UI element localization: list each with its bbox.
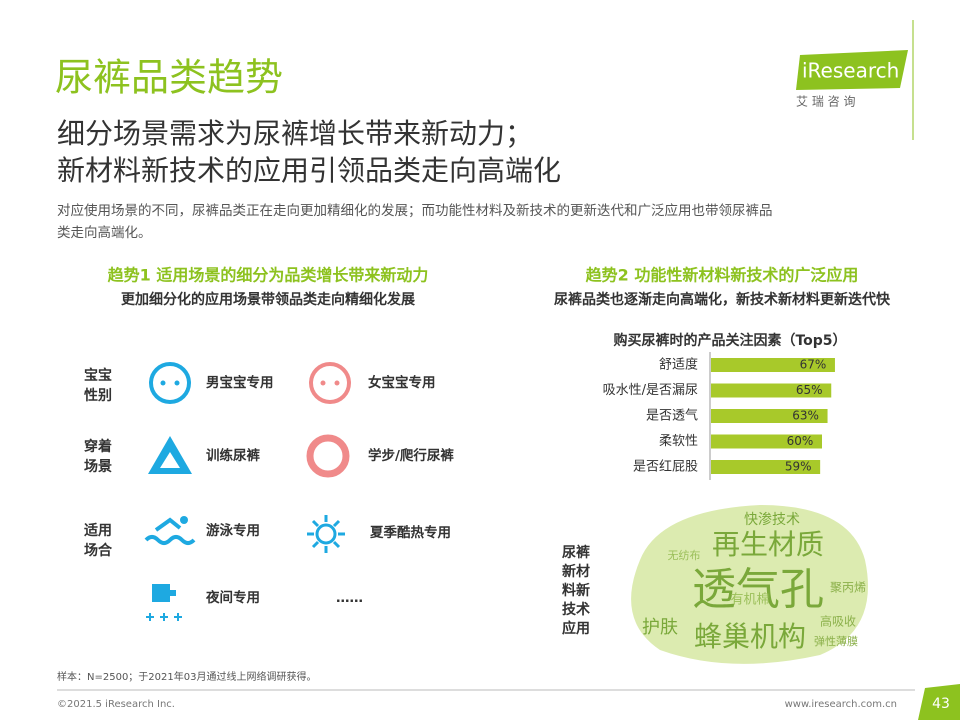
bar: [711, 434, 822, 449]
cloud-word: 透气孔: [692, 564, 824, 615]
icon-sun: [315, 523, 337, 545]
icon-swim: [180, 516, 188, 524]
item: 夜间专用: [205, 589, 260, 606]
icon-boy: [160, 380, 166, 386]
icon-girl: [309, 362, 351, 404]
category-label: 柔软性: [659, 434, 698, 449]
group-label: 性别: [84, 387, 112, 404]
bar: [711, 383, 832, 398]
category-label: 舒适度: [659, 357, 698, 373]
value-label: 59%: [785, 460, 812, 474]
side-label: 技术: [562, 601, 590, 618]
logo-badge: [796, 50, 908, 90]
cloud-shape: [631, 505, 868, 664]
item: 男宝宝专用: [206, 374, 274, 391]
group-label: 宝宝: [84, 367, 112, 384]
cloud-word: 再生材质: [712, 528, 824, 561]
icon-girl: [334, 380, 340, 386]
item: ……: [336, 590, 363, 606]
group-label: 适用: [84, 522, 112, 539]
item: 夏季酷热专用: [369, 524, 451, 541]
item: 学步/爬行尿裤: [368, 447, 454, 464]
cloud-word: 快渗技术: [744, 512, 800, 528]
page-badge: [918, 684, 960, 720]
cloud-word: 有机棉: [730, 593, 769, 608]
bar: [711, 358, 835, 372]
bar: [711, 460, 821, 474]
item: 训练尿裤: [206, 447, 260, 464]
bar: [711, 409, 828, 423]
trend-subheading: 更加细分化的应用场景带领品类走向精细化发展: [121, 291, 415, 308]
item: 游泳专用: [206, 522, 260, 539]
trend-subheading: 尿裤品类也逐渐走向高端化，新技术新材料更新迭代快: [554, 291, 891, 308]
copyright: ©2021.5 iResearch Inc.: [57, 699, 175, 710]
group-label: 穿着: [84, 438, 112, 455]
cloud-word: 无纺布: [668, 548, 701, 562]
icon-girl: [320, 380, 326, 386]
value-label: 65%: [796, 383, 823, 397]
icon-swim: [144, 517, 196, 545]
category-label: 吸水性/是否漏尿: [603, 382, 698, 398]
url: www.iresearch.com.cn: [785, 699, 897, 710]
trend-heading: 趋势2 功能性新材料新技术的广泛应用: [586, 266, 859, 285]
group-label: 场合: [84, 542, 113, 559]
subtitle: 细分场景需求为尿裤增长带来新动力；: [57, 117, 533, 150]
cloud-word: 高吸收: [820, 614, 856, 629]
item: 女宝宝专用: [368, 374, 436, 391]
icon-training: [148, 436, 192, 474]
icon-night: [152, 584, 176, 602]
side-label: 新材: [562, 563, 590, 580]
side-label: 应用: [562, 620, 590, 637]
group-label: 场景: [84, 459, 112, 475]
category-label: 是否红屁股: [633, 459, 698, 475]
side-label: 尿裤: [562, 544, 590, 561]
page-number: 43: [932, 696, 950, 712]
cloud-word: 蜂巢机构: [694, 620, 806, 653]
category-label: 是否透气: [646, 408, 698, 424]
icon-boy: [149, 362, 191, 404]
chart-title: 购买尿裤时的产品关注因素（Top5）: [613, 332, 846, 349]
subtitle: 新材料新技术的应用引领品类走向高端化: [57, 154, 561, 187]
description: 对应使用场景的不同，尿裤品类正在走向更加精细化的发展；而功能性材料及新技术的更新…: [57, 202, 773, 219]
value-label: 67%: [800, 358, 827, 372]
description: 类走向高端化。: [57, 224, 152, 241]
logo-brand: iResearch: [802, 59, 899, 83]
logo-cn: 艾 瑞 咨 询: [796, 94, 855, 109]
value-label: 63%: [792, 409, 819, 423]
icon-night: [146, 613, 182, 621]
trend-heading: 趋势1 适用场景的细分为品类增长带来新动力: [108, 266, 429, 285]
cloud-word: 聚丙烯: [830, 581, 866, 595]
icon-sun: [307, 515, 345, 553]
side-label: 料新: [562, 582, 590, 599]
value-label: 60%: [787, 434, 814, 448]
icon-crawl: [306, 434, 350, 478]
title: 尿裤品类趋势: [55, 56, 283, 100]
icon-boy: [174, 380, 180, 386]
note: 样本：N=2500；于2021年03月通过线上网络调研获得。: [57, 670, 316, 683]
cloud-word: 护肤: [642, 617, 678, 638]
cloud-word: 弹性薄膜: [814, 634, 858, 648]
